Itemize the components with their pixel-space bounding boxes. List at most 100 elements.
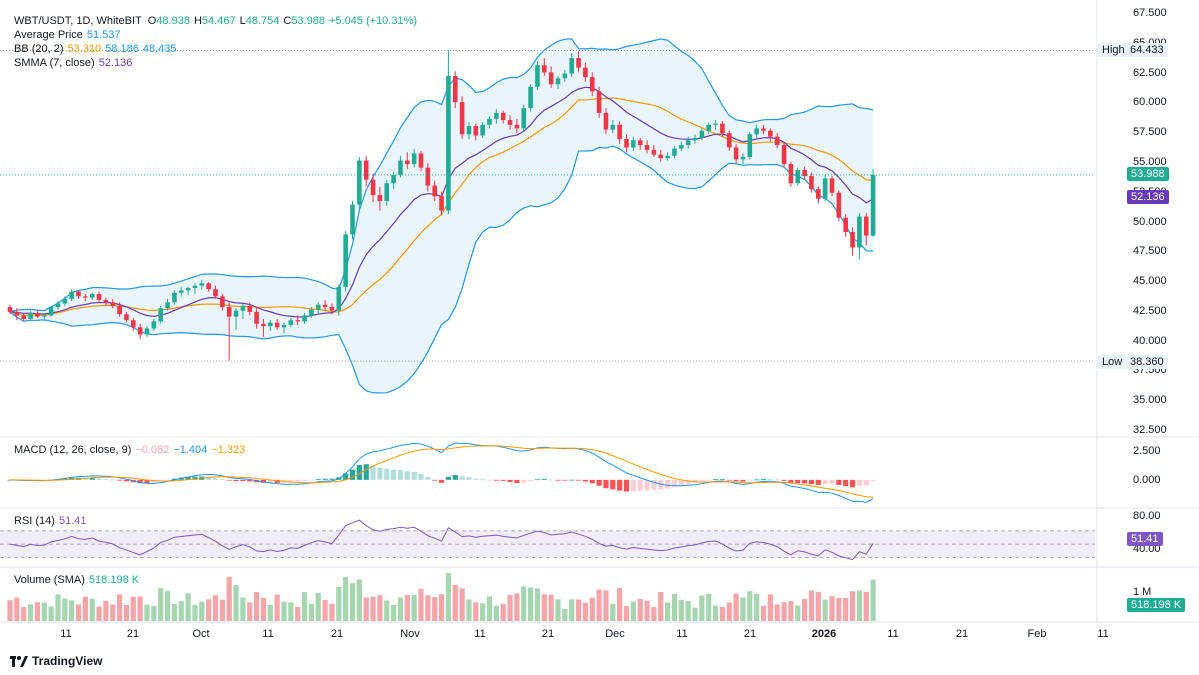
candle-body xyxy=(685,140,691,146)
macd-histogram-bar xyxy=(452,475,458,480)
candle-body xyxy=(596,91,602,113)
macd-histogram-bar xyxy=(610,479,616,490)
macd-histogram-bar xyxy=(774,479,780,481)
time-tick: Feb xyxy=(1027,628,1047,640)
volume-bar xyxy=(781,602,787,621)
volume-bar xyxy=(82,596,88,621)
bb-band-area xyxy=(10,38,874,393)
time-tick: 21 xyxy=(330,628,344,640)
volume-bar xyxy=(733,593,739,621)
macd-histogram-bar xyxy=(802,479,808,484)
candle-body xyxy=(76,291,81,297)
macd-histogram-bar xyxy=(712,479,719,480)
volume-legend[interactable]: Volume (SMA) 518.198 K xyxy=(14,574,140,586)
candle-body xyxy=(151,321,157,329)
price-tick: 55.000 xyxy=(1133,155,1167,168)
low-marker: Low xyxy=(1098,355,1127,369)
candle-body xyxy=(131,320,136,328)
candle-body xyxy=(425,167,431,186)
candle-body xyxy=(411,153,417,165)
volume-bar xyxy=(596,589,602,621)
volume-bar xyxy=(103,600,109,621)
time-tick: Dec xyxy=(605,628,625,640)
candle-body xyxy=(158,308,163,322)
macd-histogram-bar xyxy=(870,479,876,482)
macd-histogram-bar xyxy=(295,479,301,482)
macd-histogram-bar xyxy=(562,479,568,481)
volume-bar xyxy=(363,597,369,621)
volume-bar xyxy=(404,595,410,621)
volume-bar xyxy=(692,607,698,621)
bb-legend[interactable]: BB (20, 2) 53.310 58.186 48.435 xyxy=(14,43,177,55)
brand-logo[interactable]: TradingView xyxy=(10,654,102,668)
macd-histogram-bar xyxy=(288,479,294,483)
price-tick: 42.500 xyxy=(1133,304,1167,317)
candle-body xyxy=(500,112,506,121)
macd-histogram-bar xyxy=(219,479,225,480)
volume-bar xyxy=(466,599,472,621)
smma-legend[interactable]: SMMA (7, close) 52.136 xyxy=(14,57,133,69)
volume-bar xyxy=(480,603,486,621)
volume-bar xyxy=(178,601,184,621)
macd-histogram-bar xyxy=(240,479,246,482)
macd-histogram-bar xyxy=(445,476,451,480)
candle-body xyxy=(761,128,766,131)
volume-bar xyxy=(7,600,13,621)
volume-bar xyxy=(69,600,75,621)
macd-histogram-bar xyxy=(665,479,671,489)
macd-pane xyxy=(7,442,876,503)
candle-body xyxy=(617,124,622,140)
macd-histogram-bar xyxy=(411,472,417,480)
candle-body xyxy=(446,75,451,211)
candle-body xyxy=(178,290,184,293)
volume-bar xyxy=(343,577,349,621)
volume-bar xyxy=(582,602,588,621)
macd-histogram-bar xyxy=(117,479,123,481)
volume-bar xyxy=(658,591,664,621)
macd-histogram-bar xyxy=(528,479,534,482)
macd-histogram-bar xyxy=(322,478,328,480)
candle-body xyxy=(829,178,835,193)
candle-body xyxy=(857,216,862,248)
volume-bar xyxy=(336,586,342,621)
candle-body xyxy=(836,192,842,218)
volume-bar xyxy=(206,599,212,621)
macd-histogram-bar xyxy=(534,479,541,481)
candle-body xyxy=(562,73,568,79)
volume-bar xyxy=(760,605,767,621)
volume-pane xyxy=(7,573,876,621)
candle-body xyxy=(535,65,540,87)
volume-bar xyxy=(699,595,705,621)
macd-histogram-bar xyxy=(103,478,109,480)
macd-legend[interactable]: MACD (12, 26, close, 9) −0.082 −1.404 −1.32… xyxy=(14,444,246,456)
price-tick: 57.500 xyxy=(1133,126,1167,139)
macd-histogram-bar xyxy=(754,479,760,481)
avg-price-legend[interactable]: Average Price 51.537 xyxy=(14,29,121,41)
candle-body xyxy=(363,160,369,180)
macd-histogram-bar xyxy=(466,477,472,480)
close-value: 53.988 xyxy=(291,15,325,27)
macd-histogram-bar xyxy=(267,479,273,483)
symbol-title[interactable]: WBT/USDT, 1D, WhiteBIT xyxy=(14,15,142,27)
price-tick: 62.500 xyxy=(1133,66,1167,79)
price-tick: 47.500 xyxy=(1133,245,1167,258)
ohlc-legend: WBT/USDT, 1D, WhiteBIT O48.938 H54.467 L48.… xyxy=(14,15,418,27)
time-tick: 11 xyxy=(1097,628,1109,640)
volume-bar xyxy=(459,588,465,621)
high-marker: High xyxy=(1098,43,1129,57)
macd-histogram-bar xyxy=(212,477,219,480)
candle-body xyxy=(377,195,383,202)
macd-histogram-bar xyxy=(507,479,513,482)
rsi-legend[interactable]: RSI (14) 51.41 xyxy=(14,515,87,527)
macd-histogram-bar xyxy=(343,473,349,480)
volume-bar xyxy=(274,594,280,621)
macd-histogram-bar xyxy=(89,477,95,480)
macd-histogram-bar xyxy=(630,479,636,492)
low-value-tag: 38.360 xyxy=(1126,355,1168,369)
candle-body xyxy=(754,128,759,135)
volume-bar xyxy=(740,597,746,621)
macd-histogram-bar xyxy=(206,476,212,480)
volume-bar xyxy=(774,604,780,621)
brand-name: TradingView xyxy=(32,654,103,668)
